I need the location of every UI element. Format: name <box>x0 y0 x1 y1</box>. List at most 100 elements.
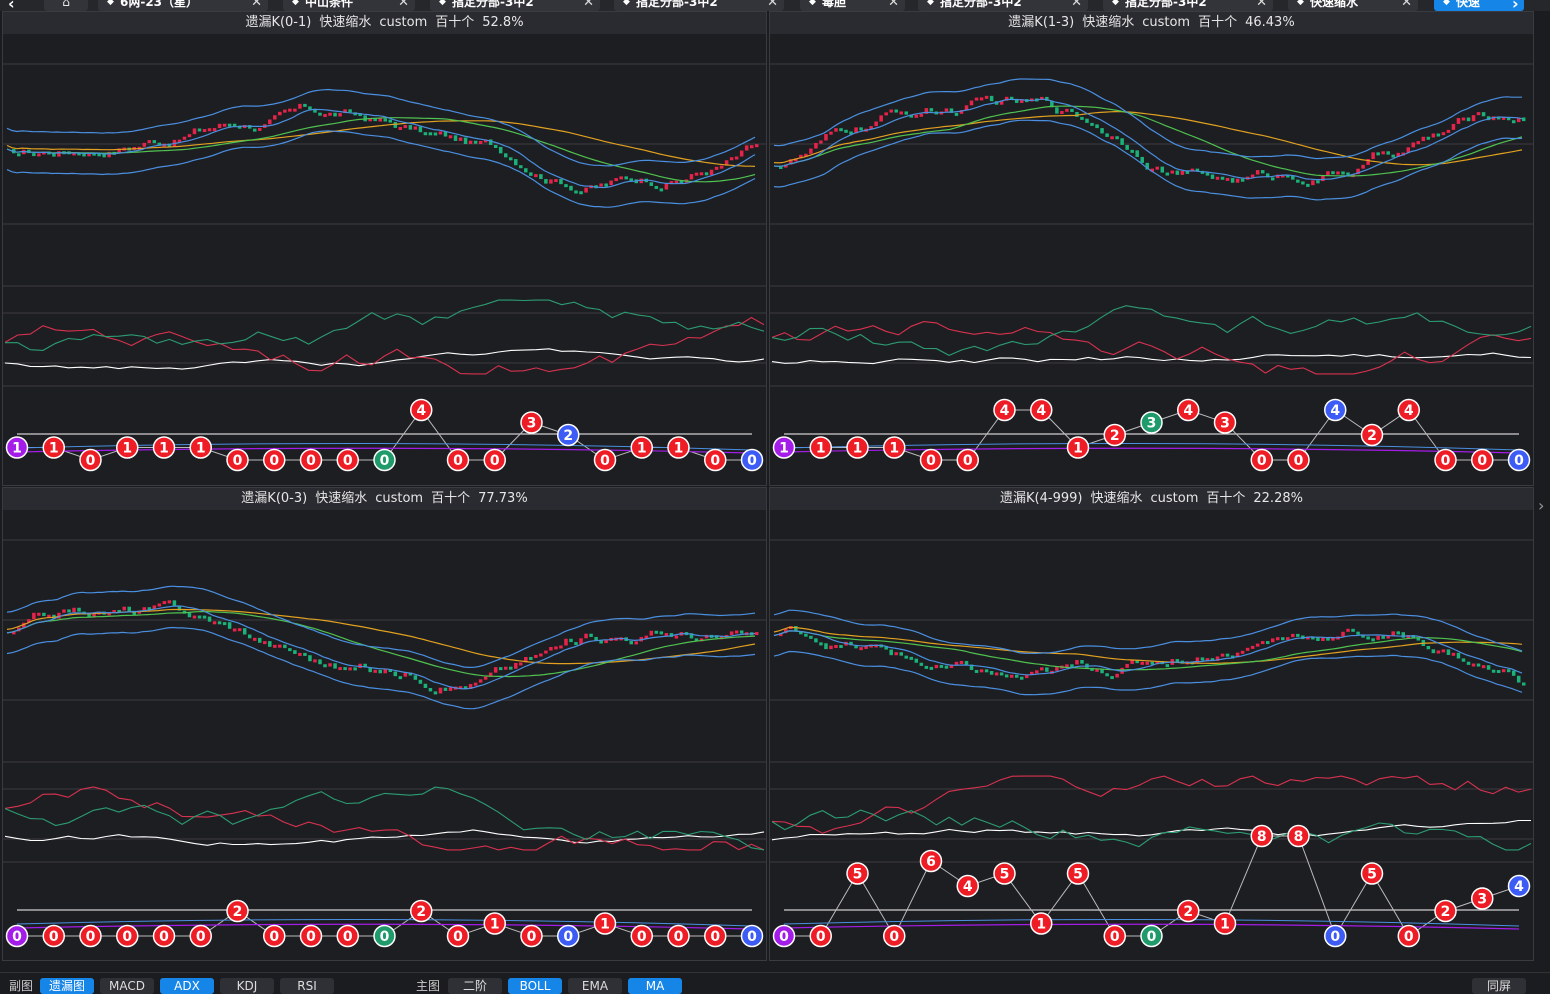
chart-panel-2[interactable]: 遗漏K(0-3) 快速缩水 custom 百十个 77.73% 0 0 0 0 0 0 2 0 0 0 0 2 0… <box>2 487 767 961</box>
candle <box>117 610 121 614</box>
same-screen-button[interactable]: 同屏 <box>1472 978 1526 994</box>
candle <box>794 626 798 632</box>
panel-chart-svg: 1 1 1 1 0 0 4 4 1 2 3 4 3 0 0 4 2 4 0 0 0 <box>770 63 1533 472</box>
candle <box>679 180 684 184</box>
candle <box>227 123 232 127</box>
miss-ball-label: 8 <box>1294 829 1304 845</box>
candle <box>1481 665 1486 669</box>
candle <box>524 656 528 663</box>
candle <box>1291 633 1295 638</box>
chart-panel-3[interactable]: 遗漏K(4-999) 快速缩水 custom 百十个 22.28% 0 0 5 0 6 4 5 1 5 0 0… <box>769 487 1534 961</box>
main-tab-1[interactable]: BOLL <box>508 978 562 994</box>
adx-line <box>4 829 765 846</box>
miss-ball-label: 0 <box>269 929 279 945</box>
tab-2[interactable]: ◆ 指定分部-3中2 ✕ <box>430 0 600 11</box>
candle <box>654 630 659 634</box>
main-tab-3[interactable]: MA <box>628 978 682 994</box>
candle <box>869 126 873 130</box>
candle <box>819 642 823 646</box>
candle <box>1446 649 1451 655</box>
sub-tab-1[interactable]: MACD <box>100 978 154 994</box>
miss-ball-label: 1 <box>816 441 826 457</box>
miss-ball-label: 0 <box>196 929 206 945</box>
tab-8[interactable]: ◆ 快速 <box>1434 0 1524 11</box>
tab-close-icon[interactable]: ✕ <box>767 0 778 10</box>
prev-arrow-icon[interactable]: ‹ <box>8 0 15 11</box>
tab-close-icon[interactable]: ✕ <box>888 0 899 10</box>
candle <box>609 180 613 186</box>
candle <box>298 103 302 109</box>
candle <box>112 610 116 614</box>
candle <box>1040 667 1044 671</box>
tab-3[interactable]: ◆ 指定分部-3中2 ✕ <box>614 0 784 11</box>
tab-1[interactable]: ◆ 中山条件 ✕ <box>283 0 415 11</box>
miss-ball: 3 <box>1213 411 1237 434</box>
miss-ball: 0 <box>5 924 29 948</box>
tab-5[interactable]: ◆ 指定分部-3中2 ✕ <box>918 0 1088 11</box>
candle <box>844 129 848 133</box>
candle <box>403 672 408 677</box>
adx-line <box>771 305 1532 357</box>
candle <box>539 174 543 180</box>
tab-4[interactable]: ◆ 毒胆 ✕ <box>800 0 905 11</box>
sub-tab-4[interactable]: RSI <box>280 978 334 994</box>
miss-ball-label: 1 <box>1220 917 1230 933</box>
sub-tab-0[interactable]: 遗漏图 <box>40 978 94 994</box>
panel-title-digit: 百十个 <box>1198 15 1238 30</box>
main-tab-2[interactable]: EMA <box>568 978 622 994</box>
miss-ball-label: 0 <box>563 929 573 945</box>
candle <box>1085 118 1089 123</box>
miss-ball: 0 <box>1434 448 1457 472</box>
candle <box>1090 667 1094 671</box>
sub-tab-3[interactable]: KDJ <box>220 978 274 994</box>
miss-ball-label: 0 <box>1514 453 1524 469</box>
candle <box>859 127 863 131</box>
candle <box>1150 168 1154 172</box>
tab-0[interactable]: ◆ 6两-23（星） ✕ <box>98 0 268 11</box>
miss-ball: 2 <box>1103 423 1126 447</box>
main-tab-0[interactable]: 二阶 <box>448 978 502 994</box>
panel-title-mode: 快速缩水 <box>1090 491 1143 506</box>
candle <box>1140 661 1144 665</box>
miss-ball-label: 0 <box>380 929 390 945</box>
tab-close-icon[interactable]: ✕ <box>583 0 594 10</box>
panel-title-pct: 52.8% <box>482 15 524 30</box>
panel-chart-svg: 1 1 0 1 1 1 0 0 0 0 0 4 0 0 3 2 0 1 1 0 0 <box>3 63 766 472</box>
tab-7[interactable]: ◆ 快速缩水 ✕ <box>1288 0 1418 11</box>
tab-close-icon[interactable]: ✕ <box>1256 0 1267 10</box>
candle <box>1175 659 1180 663</box>
tab-close-icon[interactable]: ✕ <box>398 0 409 10</box>
candle <box>804 153 808 157</box>
candle <box>1321 174 1325 182</box>
candle <box>544 650 548 654</box>
candle <box>428 687 433 692</box>
home-button[interactable]: ⌂ <box>44 0 88 11</box>
candle <box>1291 175 1295 180</box>
candle <box>1356 631 1360 635</box>
candle <box>1180 170 1185 175</box>
chart-panel-0[interactable]: 遗漏K(0-1) 快速缩水 custom 百十个 52.8% 1 1 0 1 1 1 0 0 0 0 0 4 0 0… <box>2 11 767 486</box>
candle <box>1521 682 1526 686</box>
candle <box>1135 150 1139 157</box>
candle <box>383 668 387 674</box>
next-arrow-icon[interactable]: › <box>1512 0 1519 11</box>
miss-ball-label: 0 <box>1294 453 1304 469</box>
tab-close-icon[interactable]: ✕ <box>1071 0 1082 10</box>
candle <box>1255 170 1260 175</box>
candle <box>559 645 563 649</box>
candle <box>704 172 709 176</box>
candle <box>1276 174 1280 179</box>
tab-6[interactable]: ◆ 指定分部-3中2 ✕ <box>1103 0 1273 11</box>
candle <box>37 153 41 157</box>
expand-arrow-icon[interactable]: › <box>1538 496 1545 515</box>
miss-ball: 4 <box>993 398 1016 422</box>
miss-ball-label: 1 <box>674 441 684 457</box>
candle <box>278 111 282 116</box>
miss-ball-label: 0 <box>306 929 316 945</box>
sub-tab-2[interactable]: ADX <box>160 978 214 994</box>
tab-close-icon[interactable]: ✕ <box>1401 0 1412 10</box>
chart-panel-1[interactable]: 遗漏K(1-3) 快速缩水 custom 百十个 46.43% 1 1 1 1 0 0 4 4 1 2 3 4 3… <box>769 11 1534 486</box>
tab-close-icon[interactable]: ✕ <box>251 0 262 10</box>
tab-diamond-icon: ◆ <box>1443 0 1450 7</box>
candle <box>694 638 699 642</box>
